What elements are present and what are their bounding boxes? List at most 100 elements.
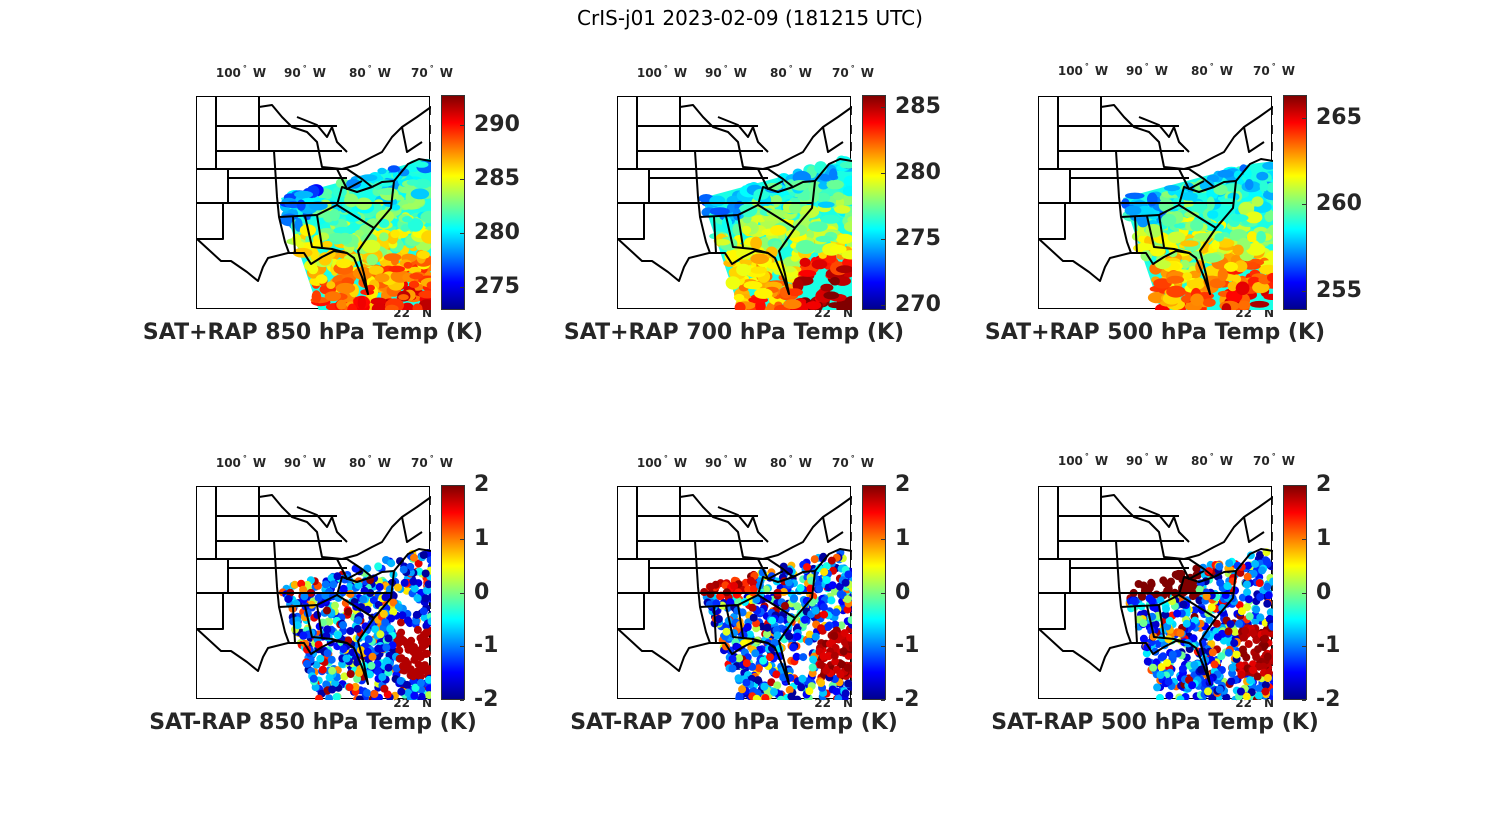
data-point: [1236, 568, 1245, 577]
data-cell: [1246, 231, 1258, 243]
data-point: [773, 631, 782, 640]
data-cell: [823, 291, 840, 300]
data-point: [1249, 569, 1258, 578]
panel-title: SAT-RAP 850 hPa Temp (K): [149, 710, 477, 735]
data-cell: [750, 236, 762, 250]
data-point: [820, 568, 829, 576]
data-point: [759, 656, 768, 665]
colorbar-tick-mark: [1302, 290, 1306, 292]
data-cell: [1262, 162, 1273, 170]
data-point: [345, 582, 354, 591]
data-cell: [741, 225, 752, 235]
data-point: [1240, 633, 1249, 642]
data-cell: [383, 253, 402, 262]
data-point: [817, 660, 826, 669]
lon-tick-label: 90 ° W: [705, 454, 747, 470]
data-point: [346, 627, 355, 635]
data-cell: [1202, 253, 1222, 263]
lon-tick-label: 100 ° W: [636, 64, 688, 80]
colorbar-tick-mark: [460, 233, 464, 235]
data-point: [375, 583, 384, 591]
data-cell: [1180, 240, 1199, 247]
lon-tick-label: 80 ° W: [1191, 452, 1233, 468]
data-point: [1224, 648, 1233, 657]
colorbar: [1283, 95, 1307, 310]
data-point: [418, 638, 426, 646]
data-point: [374, 667, 382, 676]
data-point: [830, 632, 839, 640]
data-point: [403, 680, 411, 689]
panel-title: SAT+RAP 500 hPa Temp (K): [984, 320, 1326, 345]
data-point: [1219, 636, 1228, 645]
data-point: [333, 572, 342, 581]
data-point: [309, 674, 318, 683]
colorbar-tick-label: -2: [895, 687, 920, 712]
data-point: [841, 578, 850, 587]
data-cell: [335, 282, 356, 294]
data-cell: [820, 283, 834, 292]
map-panel: 48°N46°N44°N42°N40°N38°N36°N34°N32°N30°N…: [149, 454, 676, 786]
data-point: [300, 592, 309, 601]
lon-tick-label: 100 ° W: [1057, 62, 1109, 78]
state-boundaries: [197, 487, 431, 685]
data-point: [834, 694, 843, 700]
data-point: [381, 593, 390, 602]
data-point: [789, 594, 798, 603]
colorbar-tick-mark: [460, 700, 464, 701]
data-point: [1236, 687, 1245, 696]
data-cell: [1235, 281, 1250, 296]
data-cell: [808, 221, 828, 232]
data-point: [412, 616, 421, 625]
figure-title: CrIS-j01 2023-02-09 (181215 UTC): [577, 6, 923, 30]
data-point: [1204, 687, 1212, 696]
data-point: [843, 605, 852, 614]
data-point: [1263, 652, 1272, 661]
state-boundaries: [197, 97, 431, 295]
colorbar-tick-mark: [460, 179, 464, 181]
data-point: [419, 607, 428, 616]
data-point: [1244, 640, 1253, 648]
data-point: [410, 584, 419, 593]
data-point: [403, 616, 412, 625]
data-cell: [398, 294, 409, 301]
data-point: [413, 594, 422, 603]
data-point: [752, 694, 761, 700]
data-point: [397, 628, 406, 637]
data-point: [804, 637, 813, 646]
colorbar-tick-label: -1: [1316, 633, 1341, 659]
data-point: [315, 694, 323, 700]
data-point: [1255, 579, 1264, 587]
data-point: [371, 625, 380, 634]
colorbar-tick-label: 0: [895, 579, 911, 605]
data-point: [1156, 671, 1165, 679]
data-point: [1154, 640, 1162, 648]
data-cell: [1161, 213, 1177, 227]
data-point: [1129, 596, 1138, 605]
data-point: [1205, 615, 1214, 624]
data-point: [1161, 610, 1170, 619]
data-cell: [795, 240, 816, 254]
data-point: [1224, 627, 1233, 636]
data-point: [365, 670, 374, 679]
data-cell: [787, 288, 803, 297]
data-cell: [327, 232, 346, 242]
data-point: [382, 643, 391, 652]
colorbar-tick-label: 1: [895, 525, 911, 551]
data-cell: [1155, 259, 1171, 270]
data-cell: [345, 212, 362, 222]
data-point: [841, 689, 850, 698]
data-cell: [799, 257, 811, 267]
data-point: [420, 661, 429, 670]
data-point: [823, 623, 832, 631]
data-point: [325, 673, 334, 682]
data-point: [1176, 629, 1185, 638]
data-cell: [829, 276, 840, 286]
data-point: [333, 631, 342, 640]
data-point: [1143, 657, 1152, 666]
data-point: [353, 624, 362, 633]
map-panel: 48°N46°N44°N42°N40°N38°N36°N34°N32°N30°N…: [985, 62, 1500, 396]
lon-tick-label: 80 ° W: [349, 454, 391, 470]
data-point: [1192, 564, 1201, 573]
data-cell: [308, 264, 319, 275]
data-point: [1261, 634, 1270, 643]
